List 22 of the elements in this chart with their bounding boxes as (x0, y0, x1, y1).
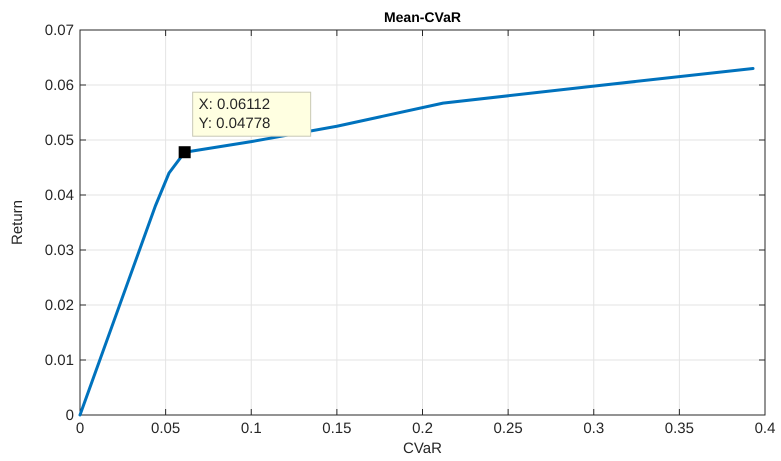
y-tick-label: 0.05 (44, 132, 74, 149)
x-tick-label: 0.4 (754, 420, 776, 437)
y-tick-label: 0.06 (44, 77, 74, 94)
x-tick-label: 0.3 (583, 420, 604, 437)
x-tick-label: 0 (76, 420, 84, 437)
x-tick-label: 0.1 (240, 420, 262, 437)
x-axis-title: CVaR (403, 440, 442, 457)
x-tick-label: 0.15 (322, 420, 352, 437)
y-axis-title: Return (9, 200, 26, 246)
y-tick-label: 0.07 (44, 22, 74, 39)
x-tick-label: 0.25 (494, 420, 523, 437)
annotation: X: 0.06112 Y: 0.04778 (198, 96, 270, 132)
chart-title: Mean-CVaR (384, 9, 462, 25)
y-tick-label: 0.02 (44, 297, 74, 314)
x-tick-label: 0.2 (412, 420, 433, 437)
y-tick-label: 0.01 (44, 352, 74, 369)
x-tick-label: 0.05 (151, 420, 180, 437)
y-tick-label: 0.03 (44, 242, 74, 259)
line-series (78, 67, 755, 416)
y-tick-label: 0.04 (44, 187, 74, 204)
y-tick-label: 0 (66, 407, 74, 424)
x-tick-label: 0.35 (664, 420, 694, 437)
